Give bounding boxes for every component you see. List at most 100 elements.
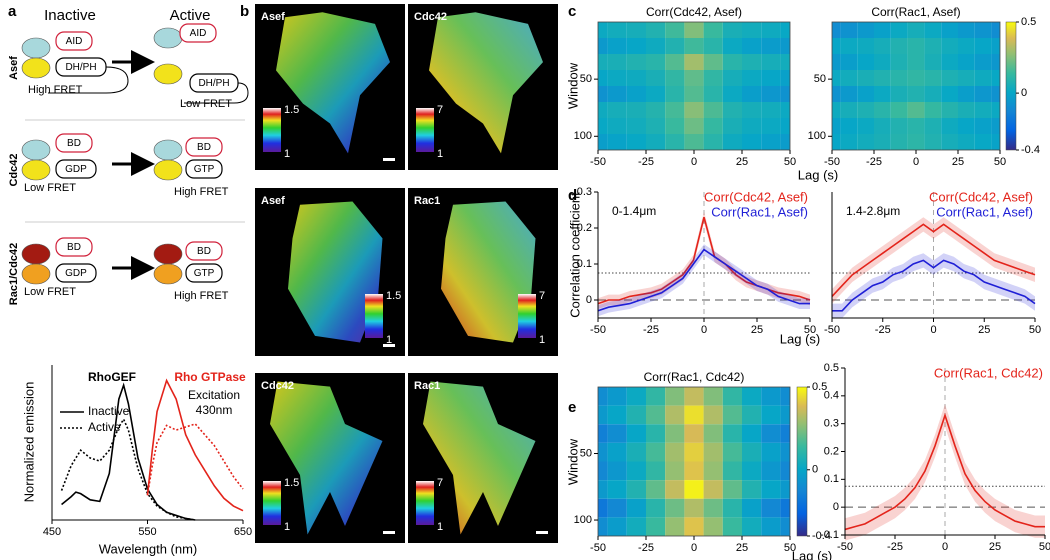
heatmap-cell [974, 22, 992, 38]
heatmap-cell [703, 38, 723, 54]
heatmap-cell [958, 22, 975, 38]
x-tick-label: -25 [643, 324, 659, 336]
heatmap-cell [665, 54, 685, 70]
heatmap-cell [761, 54, 781, 70]
heatmap-cell [742, 38, 762, 54]
heatmap-cell [890, 70, 908, 86]
heatmap-cell [703, 442, 723, 462]
heatmap-cell [761, 22, 781, 38]
heatmap-cell [665, 480, 685, 499]
domain-label: BD [197, 246, 211, 257]
colorbar-label: 1 [284, 148, 290, 160]
x-tick-label: 450 [43, 526, 61, 538]
heatmap-cell [974, 54, 992, 70]
heatmap-cell [722, 405, 742, 425]
annotation: 0-1.4μm [612, 204, 656, 218]
heatmap-cell [598, 118, 608, 134]
y-tick-label: 0 [833, 501, 839, 513]
heatmap-cell [924, 134, 942, 150]
panel-label: a [8, 3, 17, 20]
colorbar-label: 1.5 [386, 290, 401, 302]
x-tick-label: 50 [1029, 324, 1041, 336]
y-tick-label: 0.3 [824, 418, 839, 430]
heatmap-cell [890, 38, 908, 54]
heatmap-cell [890, 22, 908, 38]
series-line [597, 216, 811, 305]
x-tick-label: 50 [994, 156, 1006, 168]
heatmap-cell [607, 461, 627, 481]
y-tick-label: 0.4 [824, 390, 839, 402]
heatmap-cell [742, 461, 762, 481]
legend-entry: Inactive [88, 404, 130, 418]
heatmap-cell [646, 461, 666, 481]
colorbar-label: 1 [437, 148, 443, 160]
heatmap-cell [974, 86, 992, 102]
heatmap-cell [646, 86, 666, 102]
image-label: Cdc42 [261, 380, 294, 392]
x-tick-label: -50 [824, 156, 840, 168]
domain-label: BD [197, 142, 211, 153]
cell [441, 201, 536, 343]
heatmap-cell [761, 387, 781, 406]
heatmap-cell [991, 134, 1000, 150]
x-tick-label: 25 [751, 324, 763, 336]
heatmap-cell [703, 22, 723, 38]
heatmap-cell [646, 134, 666, 150]
annotation: RhoGEF [88, 370, 136, 384]
heatmap-cell [626, 405, 646, 425]
cell [270, 381, 383, 535]
heatmap-cell [840, 102, 858, 118]
heatmap-cell [598, 480, 608, 499]
heatmap-cell [598, 498, 608, 518]
heatmap-cell [703, 405, 723, 425]
row-label: Rac1/Cdc42 [8, 243, 20, 305]
heatmap-cell [761, 424, 781, 443]
y-axis-label: Normalized emission [21, 382, 36, 503]
x-tick-label: 25 [952, 156, 964, 168]
y-axis-label: Window [565, 438, 580, 485]
fluorophore [21, 139, 51, 161]
heatmap-cell [598, 424, 608, 443]
cell [423, 381, 536, 535]
heatmap-cell [665, 38, 685, 54]
domain-label: BD [67, 242, 81, 253]
colorbar-label: 7 [437, 104, 443, 116]
heatmap-cell [722, 134, 742, 150]
y-tick-label: 0.5 [824, 362, 839, 374]
heatmap-cell [941, 134, 958, 150]
x-tick-label: 0 [913, 156, 919, 168]
domain-box [55, 31, 93, 51]
heatmap-cell [958, 118, 975, 134]
heatmap-cell [857, 70, 874, 86]
x-tick-label: 25 [736, 156, 748, 168]
colorbar [796, 386, 808, 537]
heatmap-cell [780, 86, 790, 102]
heatmap-cell [761, 442, 781, 462]
colorbar [263, 481, 281, 525]
heatmap-cell [598, 517, 608, 536]
legend-entry: Corr(Cdc42, Asef) [704, 189, 808, 204]
heatmap-cell [598, 134, 608, 150]
domain-box [55, 133, 93, 153]
x-tick-label: -50 [837, 541, 853, 553]
heatmap-cell [598, 461, 608, 481]
y-tick-label: 50 [580, 73, 592, 85]
heatmap-cell [646, 387, 666, 406]
heatmap-cell [907, 102, 925, 118]
heatmap-cell [761, 102, 781, 118]
heatmap-cell [607, 86, 627, 102]
heatmap-cell [646, 498, 666, 518]
heatmap-cell [991, 22, 1000, 38]
heatmap-cell [665, 405, 685, 425]
fluorophore [21, 159, 51, 181]
colorbar-label: 1 [437, 521, 443, 533]
domain-label: AID [190, 28, 207, 39]
heatmap-cell [722, 70, 742, 86]
heatmap-cell [684, 387, 704, 406]
heatmap-cell [857, 102, 874, 118]
heatmap-cell [874, 134, 891, 150]
colorbar-label: -0.4 [1021, 144, 1040, 156]
series-line [146, 422, 244, 496]
heatmap-cell [607, 480, 627, 499]
y-tick-label: 0 [586, 294, 592, 306]
